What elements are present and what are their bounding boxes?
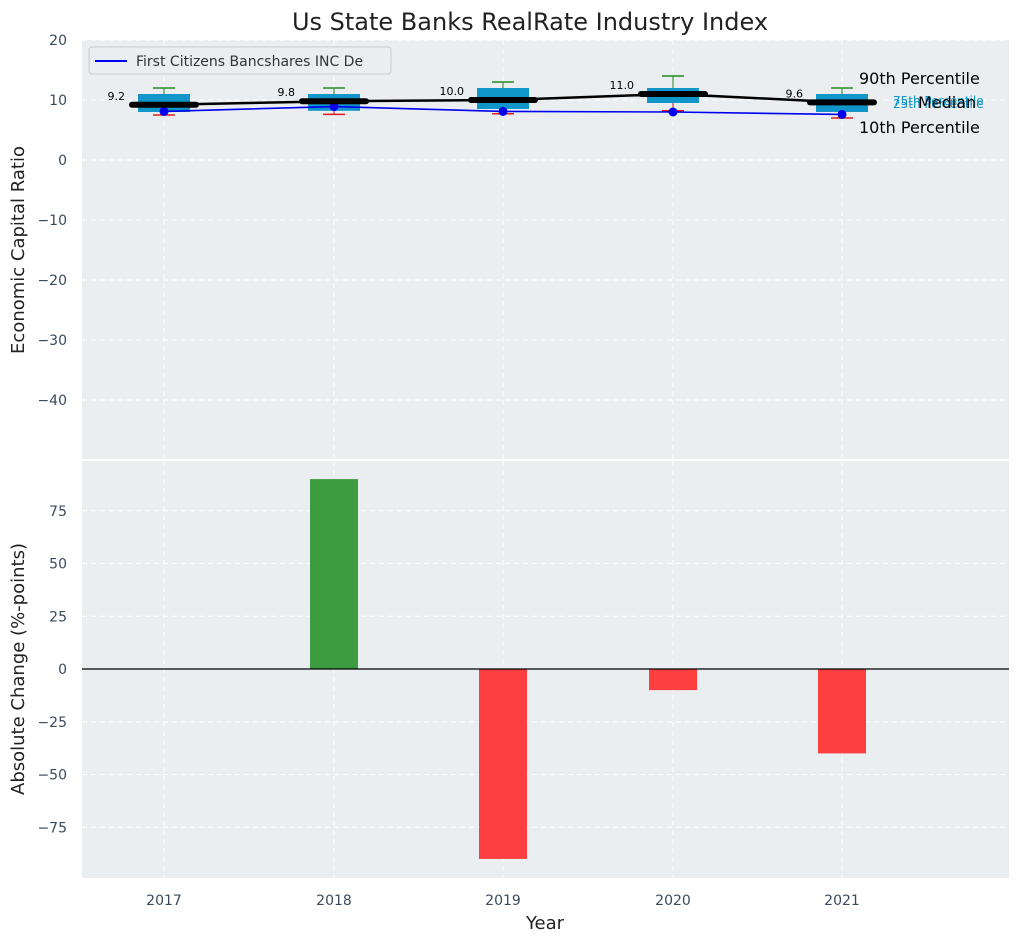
company-series [159,102,847,119]
bottom-y-tick-labels: 75 50 25 0 −25 −50 −75 [37,504,67,837]
bottom-y-tick-label: 25 [49,609,67,625]
top-y-tick-label: −30 [37,333,67,349]
change-bar-2019 [479,669,527,859]
annotation-90th: 90th Percentile [859,69,980,88]
annotation-10th: 10th Percentile [859,118,980,137]
median-value-label: 10.0 [440,85,465,98]
annotation-median: Median [918,93,976,112]
top-y-tick-label: −10 [37,213,67,229]
median-value-label: 9.2 [108,90,126,103]
top-y-tick-label: 10 [49,93,67,109]
x-tick-label: 2020 [655,893,691,909]
annotation-75th: 75th Percentile [893,94,984,108]
top-grid [82,39,1009,401]
legend-label: First Citizens Bancshares INC De [136,54,363,70]
x-tick-label: 2021 [824,893,860,909]
median-value-label: 9.6 [786,87,804,100]
company-point [668,107,678,117]
bottom-y-axis-label: Absolute Change (%-points) [8,543,29,795]
change-bar-2018 [310,479,358,669]
bottom-panel: 75 50 25 0 −25 −50 −75 2017 2018 2019 2020 2021 Ye… [8,461,1009,934]
top-y-axis-label: Economic Capital Ratio [8,146,29,354]
top-y-tick-label: 0 [58,153,67,169]
top-x-grid [163,40,843,459]
top-panel: 20 10 0 −10 −20 −30 −40 9.2 9.8 10.0 11.0 9.6 Firs… [8,33,1009,459]
annotation-25th: 25th Percentile [893,97,984,111]
median-value-label: 11.0 [610,79,635,92]
top-y-tick-label: 20 [49,33,67,49]
x-axis-label: Year [525,913,565,934]
bottom-y-tick-label: 0 [58,662,67,678]
bottom-y-tick-label: −50 [37,768,67,784]
bottom-y-tick-label: −75 [37,820,67,836]
company-point [329,102,339,112]
company-point [159,106,169,116]
top-y-tick-label: −20 [37,273,67,289]
bottom-y-tick-label: −25 [37,715,67,731]
legend-box [88,46,392,75]
x-tick-label: 2017 [146,893,182,909]
top-y-tick-labels: 20 10 0 −10 −20 −30 −40 [37,33,67,409]
company-point [498,106,508,116]
change-bars [310,479,866,859]
change-bar-2021 [818,669,866,754]
x-tick-label: 2018 [316,893,352,909]
company-point [837,109,847,119]
bottom-y-tick-label: 75 [49,504,67,520]
median-labels: 9.2 9.8 10.0 11.0 9.6 [108,79,804,103]
x-tick-label: 2019 [485,893,521,909]
change-bar-2020 [649,669,697,691]
median-value-label: 9.8 [278,86,296,99]
median-series [129,91,877,108]
percentile-annotations: 90th Percentile 75th Percentile 25th Per… [859,69,984,137]
legend: First Citizens Bancshares INC De [88,46,392,75]
chart-title: Us State Banks RealRate Industry Index [292,8,768,36]
top-y-tick-label: −40 [37,393,67,409]
bottom-y-tick-label: 50 [49,557,67,573]
x-tick-labels: 2017 2018 2019 2020 2021 [146,893,860,909]
